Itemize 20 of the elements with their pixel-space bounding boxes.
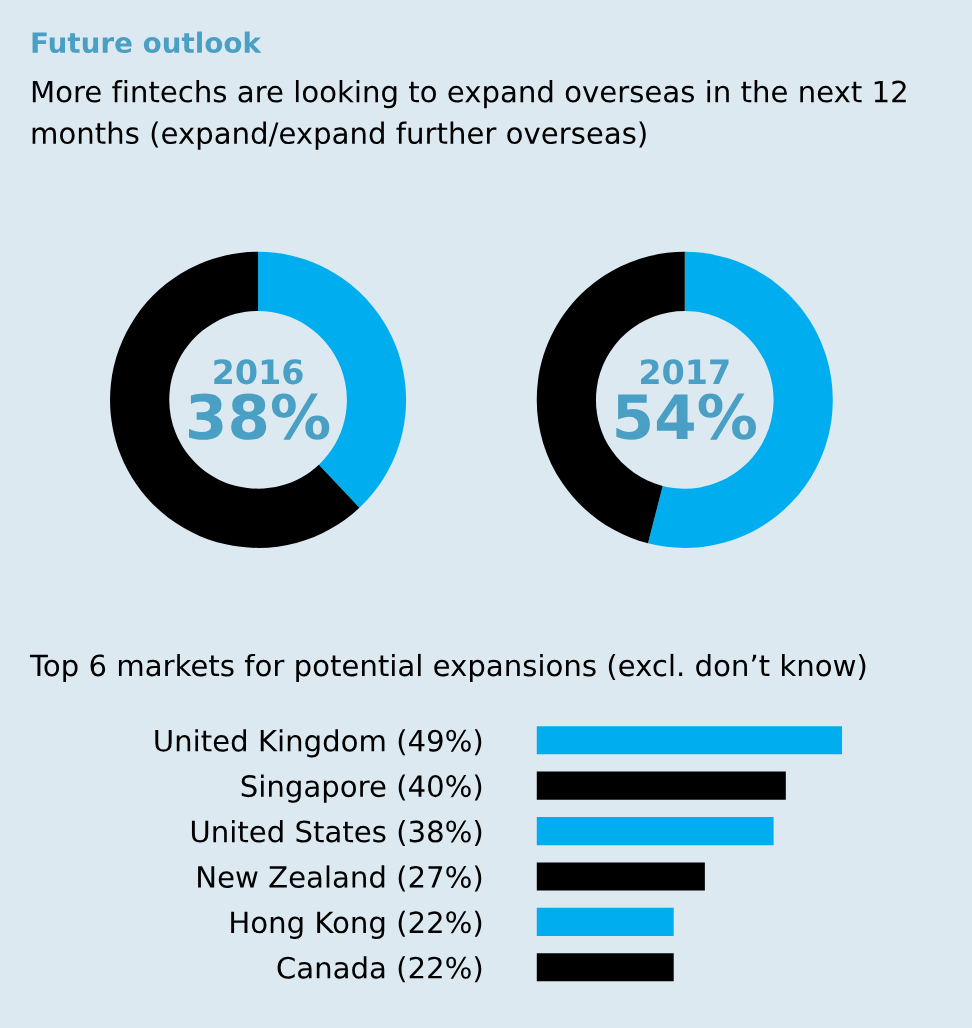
text: More fintechs are looking to expand overseas in the next 12 months (expand/expand further overseas) [32, 80, 906, 150]
chart-title: Future outlook [32, 31, 262, 54]
y-tick-label: United States (38%) [191, 819, 482, 846]
bar [536, 816, 774, 846]
text: 38% [189, 393, 330, 440]
bar [536, 862, 705, 891]
y-tick-label: Hong Kong (22%) [231, 910, 482, 940]
bar [536, 907, 674, 936]
y-tick-label: Singapore (40%) [241, 774, 482, 803]
y-tick-label: Canada (22%) [277, 956, 482, 983]
chart-title: Top 6 markets for potential expansions (excl. don’t know) [29, 653, 866, 683]
bar [536, 726, 843, 755]
text: 54% [616, 393, 756, 440]
y-tick-label: United Kingdom (49%) [155, 729, 482, 758]
text: 2016 [214, 359, 303, 385]
donut-slice [110, 251, 360, 548]
bar [536, 771, 786, 800]
y-tick-label: New Zealand (27%) [198, 865, 482, 892]
text: 2017 [641, 359, 729, 385]
bar [536, 953, 674, 982]
